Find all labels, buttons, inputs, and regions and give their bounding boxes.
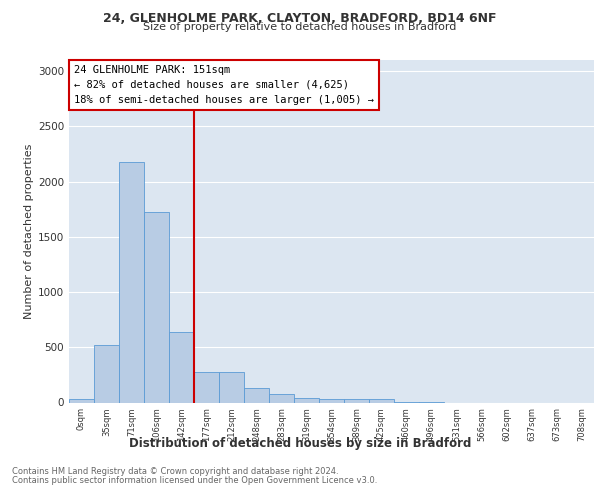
Bar (69, 399, 94, 402)
Text: Size of property relative to detached houses in Bradford: Size of property relative to detached ho… (143, 22, 457, 32)
Text: Distribution of detached houses by size in Bradford: Distribution of detached houses by size … (129, 438, 471, 450)
Bar (119, 162, 144, 402)
Bar (294, 398, 319, 402)
Text: Contains HM Land Registry data © Crown copyright and database right 2024.: Contains HM Land Registry data © Crown c… (12, 468, 338, 476)
Text: 24, GLENHOLME PARK, CLAYTON, BRADFORD, BD14 6NF: 24, GLENHOLME PARK, CLAYTON, BRADFORD, B… (103, 12, 497, 26)
Bar (269, 394, 294, 402)
Text: 24 GLENHOLME PARK: 151sqm
← 82% of detached houses are smaller (4,625)
18% of se: 24 GLENHOLME PARK: 151sqm ← 82% of detac… (74, 65, 374, 104)
Bar (94, 345, 119, 403)
Bar (219, 372, 244, 402)
Bar (319, 399, 344, 402)
Y-axis label: Number of detached properties: Number of detached properties (24, 144, 34, 319)
Bar (244, 388, 269, 402)
Bar (144, 212, 169, 402)
Bar (194, 372, 219, 402)
Bar (369, 399, 394, 402)
Bar (169, 332, 194, 402)
Bar (344, 399, 369, 402)
Text: Contains public sector information licensed under the Open Government Licence v3: Contains public sector information licen… (12, 476, 377, 485)
